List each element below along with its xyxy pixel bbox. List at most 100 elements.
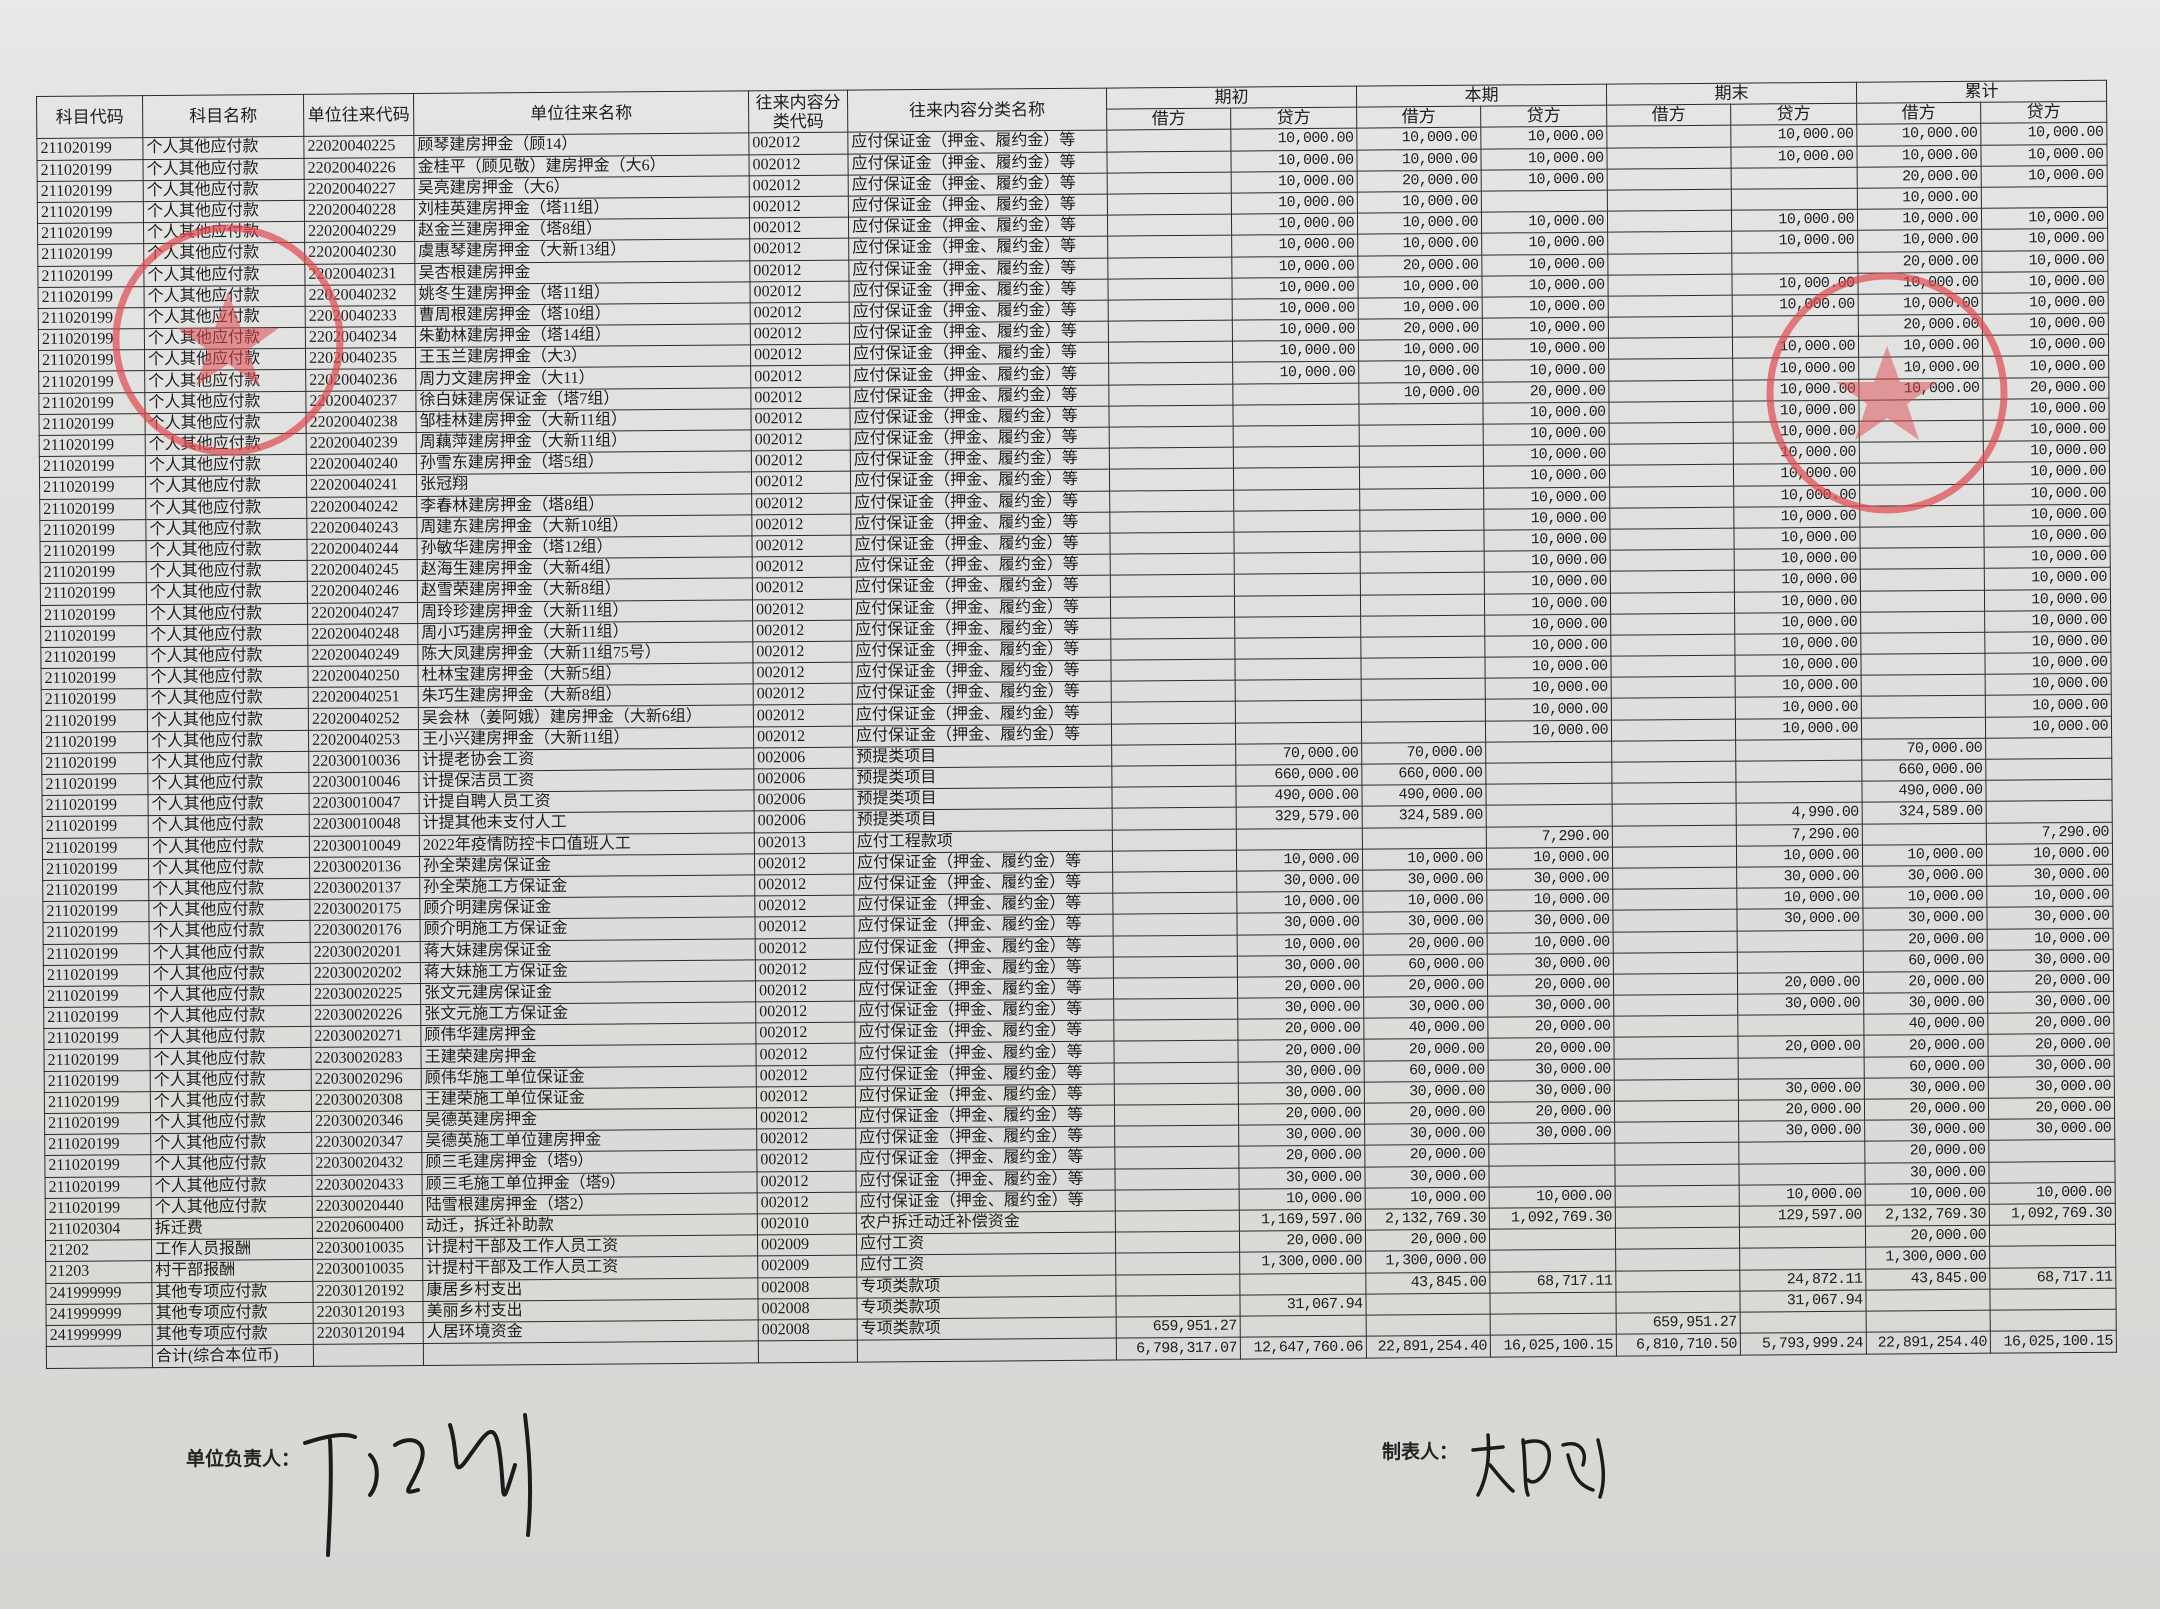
cell-cumulative-credit: 10,000.00 — [1984, 609, 2111, 633]
cell-closing-credit — [1738, 1162, 1866, 1185]
cell-subject-name: 个人其他应付款 — [143, 242, 305, 266]
cell-unit-code: 22030020296 — [311, 1068, 422, 1091]
cell-closing-debit — [1615, 1269, 1740, 1292]
cell-closing-debit — [1612, 909, 1738, 932]
cell-closing-credit: 7,290.00 — [1736, 823, 1863, 846]
cell-current-debit — [1358, 402, 1484, 426]
cell-unit-code: 22030020346 — [311, 1110, 422, 1133]
cell-category-code: 002012 — [748, 132, 848, 155]
cell-category-name: 应付保证金（押金、履约金）等 — [850, 533, 1111, 557]
cell-closing-credit: 10,000.00 — [1734, 569, 1861, 592]
cell-category-name: 预提类项目 — [853, 808, 1113, 832]
cell-unit-name: 2022年疫情防控卡口值班人工 — [419, 832, 755, 857]
cell-cumulative-debit: 20,000.00 — [1865, 1225, 1990, 1248]
cell-unit-code: 22030120194 — [313, 1322, 424, 1345]
cell-subject-code: 211020199 — [38, 307, 145, 330]
cell-unit-code: 22020040247 — [307, 602, 418, 625]
cell-current-debit: 10,000.00 — [1358, 297, 1483, 320]
cell-category-code: 002008 — [758, 1318, 858, 1341]
cell-opening-debit — [1109, 532, 1235, 555]
cell-category-code: 002012 — [756, 1128, 856, 1151]
cell-opening-debit — [1107, 214, 1232, 237]
header-credit: 贷方 — [1980, 101, 2107, 124]
cell-subject-name: 个人其他应付款 — [148, 814, 310, 838]
cell-closing-debit — [1614, 1142, 1739, 1165]
cell-cumulative-credit: 20,000.00 — [1987, 1012, 2114, 1035]
cell-cumulative-debit — [1860, 589, 1985, 612]
cell-closing-debit — [1607, 231, 1732, 254]
cell-subject-name: 拆迁费 — [151, 1217, 313, 1240]
cell-subject-code: 211020199 — [38, 371, 145, 394]
cell-current-debit — [1359, 508, 1484, 532]
cell-current-credit: 10,000.00 — [1481, 253, 1608, 276]
cell-cumulative-credit: 10,000.00 — [1985, 715, 2112, 739]
cell-unit-code: 22030020175 — [309, 898, 420, 921]
cell-category-code: 002010 — [757, 1213, 857, 1235]
cell-subject-code: 241999999 — [46, 1324, 153, 1347]
cell-opening-debit — [1107, 171, 1232, 195]
cell-unit-name: 张文元建房保证金 — [420, 980, 756, 1005]
cell-opening-credit: 1,169,597.00 — [1239, 1209, 1366, 1232]
cell-category-name: 应付保证金（押金、履约金）等 — [854, 1041, 1115, 1065]
cell-category-code: 002012 — [752, 598, 852, 621]
cell-current-credit: 10,000.00 — [1489, 1185, 1616, 1209]
cell-unit-name: 孙全荣施工方保证金 — [419, 874, 755, 899]
cell-closing-debit — [1609, 464, 1734, 487]
cell-cumulative-debit: 10,000.00 — [1862, 886, 1987, 909]
cell-opening-credit: 10,000.00 — [1231, 192, 1358, 215]
cell-opening-credit: 10,000.00 — [1231, 170, 1358, 194]
cell-subject-name: 个人其他应付款 — [143, 285, 306, 308]
cell-category-code: 002006 — [753, 746, 853, 769]
cell-category-name: 应付保证金（押金、履约金）等 — [852, 681, 1112, 705]
cell-current-credit: 20,000.00 — [1487, 974, 1614, 997]
cell-opening-credit: 20,000.00 — [1237, 1018, 1364, 1041]
total-current-debit: 22,891,254.40 — [1366, 1335, 1491, 1359]
header-group-opening: 期初 — [1106, 86, 1357, 110]
cell-cumulative-credit — [1989, 1224, 2116, 1247]
cell-current-credit: 10,000.00 — [1483, 423, 1610, 446]
cell-unit-code: 22030020225 — [310, 983, 421, 1006]
cell-closing-debit — [1608, 400, 1734, 424]
cell-cumulative-debit — [1859, 420, 1984, 443]
cell-closing-credit: 10,000.00 — [1734, 590, 1861, 613]
cell-unit-name: 赵雪荣建房押金（大新8组） — [417, 578, 753, 603]
cell-category-code: 002012 — [757, 1191, 857, 1214]
cell-cumulative-debit — [1862, 822, 1987, 845]
cell-unit-name: 李春林建房押金（塔8组） — [416, 493, 752, 518]
cell-unit-name: 顾介明建房保证金 — [419, 896, 755, 920]
cell-subject-name: 个人其他应付款 — [143, 179, 305, 202]
cell-cumulative-debit: 43,845.00 — [1865, 1267, 1990, 1290]
cell-opening-debit — [1114, 1146, 1239, 1169]
cell-current-credit: 10,000.00 — [1484, 550, 1611, 573]
cell-current-credit: 68,717.11 — [1489, 1270, 1616, 1293]
cell-subject-name: 个人其他应付款 — [150, 1132, 312, 1156]
cell-current-credit — [1489, 1291, 1617, 1314]
cell-closing-debit — [1610, 570, 1735, 593]
cell-opening-credit — [1236, 827, 1363, 850]
cell-opening-debit — [1113, 934, 1238, 957]
total-closing-debit: 6,810,710.50 — [1616, 1333, 1741, 1357]
cell-subject-code: 211020199 — [38, 349, 145, 372]
cell-opening-debit — [1114, 1104, 1239, 1127]
cell-cumulative-debit — [1859, 504, 1984, 528]
cell-opening-credit: 30,000.00 — [1238, 1166, 1366, 1189]
cell-unit-code: 22020040234 — [305, 326, 416, 349]
cell-subject-code: 211020199 — [40, 582, 147, 605]
cell-opening-debit — [1112, 807, 1237, 830]
cell-opening-credit: 10,000.00 — [1231, 255, 1358, 278]
cell-closing-debit — [1610, 634, 1735, 657]
cell-current-credit: 30,000.00 — [1486, 868, 1613, 891]
cell-current-debit — [1360, 572, 1485, 595]
cell-subject-name: 其他专项应付款 — [151, 1302, 314, 1325]
cell-closing-credit — [1738, 1056, 1865, 1079]
cell-category-code: 002012 — [751, 535, 852, 558]
cell-current-credit: 20,000.00 — [1487, 1016, 1614, 1039]
cell-cumulative-debit — [1860, 547, 1985, 570]
cell-subject-name: 个人其他应付款 — [145, 496, 307, 520]
cell-opening-debit — [1108, 298, 1233, 322]
total-opening-debit: 6,798,317.07 — [1116, 1337, 1241, 1361]
cell-category-code: 002012 — [754, 895, 854, 918]
header-category-code: 往来内容分类代码 — [748, 90, 848, 134]
cell-cumulative-credit: 20,000.00 — [1982, 376, 2109, 400]
header-subject-code: 科目代码 — [36, 95, 143, 139]
